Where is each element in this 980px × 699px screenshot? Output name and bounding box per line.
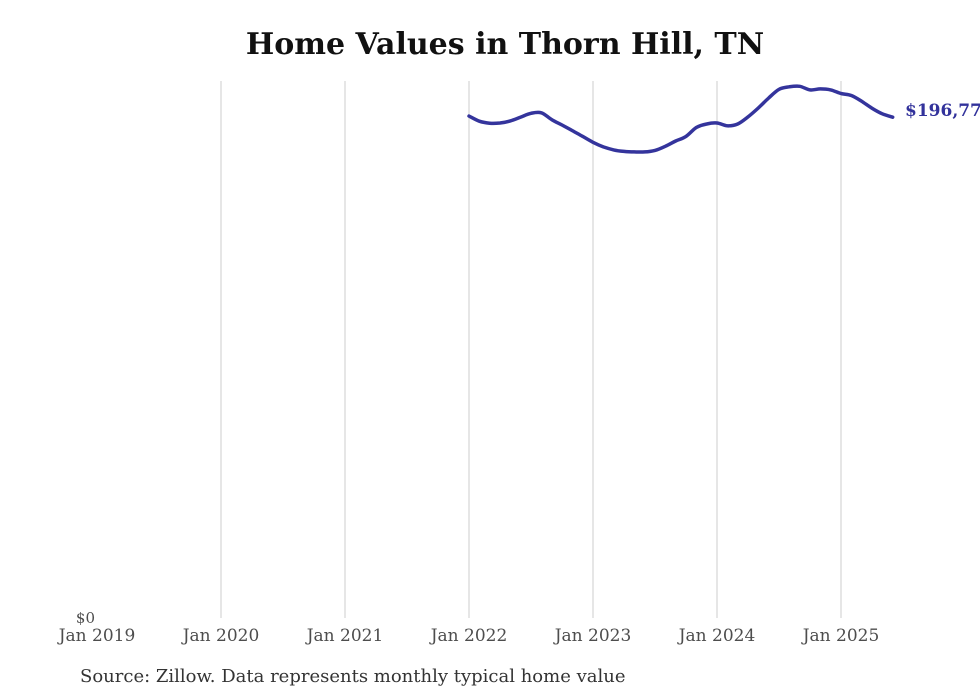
- home-value-line-series: [467, 84, 895, 154]
- source-note: Source: Zillow. Data represents monthly …: [80, 666, 626, 687]
- x-tick-label: Jan 2021: [306, 626, 384, 646]
- latest-value-label: $196,775: [905, 101, 980, 121]
- x-tick-label: Jan 2025: [802, 626, 880, 646]
- x-tick-label: Jan 2019: [58, 626, 136, 646]
- x-tick-label: Jan 2023: [554, 626, 632, 646]
- x-tick-label: Jan 2020: [182, 626, 260, 646]
- y-axis-zero-label: $0: [75, 609, 95, 627]
- chart-title: Home Values in Thorn Hill, TN: [245, 27, 765, 62]
- x-tick-label: Jan 2022: [430, 626, 508, 646]
- x-tick-label: Jan 2024: [678, 626, 756, 646]
